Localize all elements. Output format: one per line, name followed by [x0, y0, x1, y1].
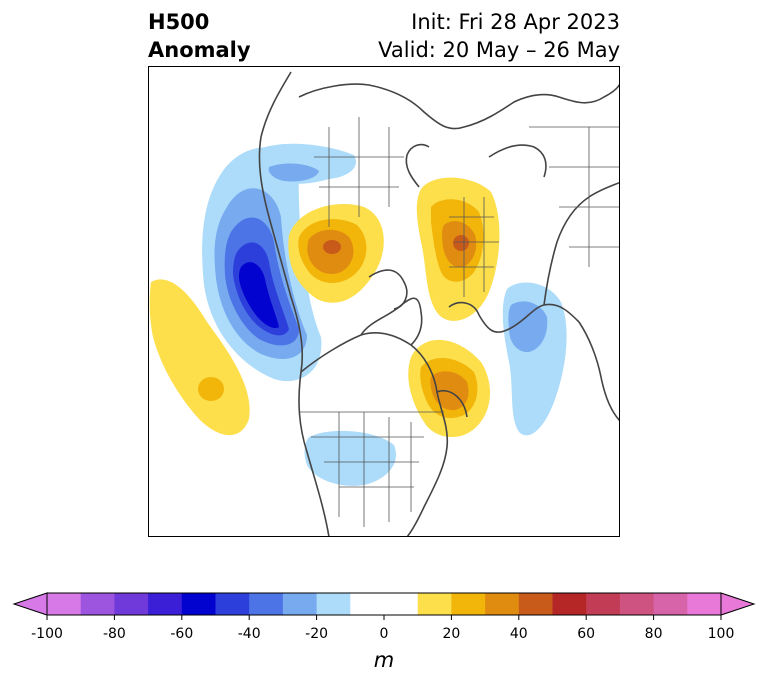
anomaly-us-negative — [304, 430, 396, 486]
anomaly-europe-negative — [502, 282, 567, 436]
anomaly-canada-north — [251, 143, 357, 184]
colorbar-tick-label: 60 — [577, 626, 596, 642]
colorbar-extend-low — [12, 592, 48, 616]
colorbar-tick-label: -80 — [102, 626, 126, 642]
variable-subtitle: Anomaly — [148, 38, 251, 62]
colorbar-cell — [451, 593, 486, 615]
colorbar-tick-label: -20 — [305, 626, 329, 642]
colorbar-cell — [148, 593, 183, 615]
colorbar-cell — [181, 593, 216, 615]
colorbar-cell — [586, 593, 621, 615]
anomaly-siberia-positive — [288, 204, 384, 303]
variable-title: H500 — [148, 10, 210, 34]
colorbar-tick-label: 40 — [509, 626, 528, 642]
colorbar-tick-label: -60 — [170, 626, 194, 642]
map-panel — [148, 66, 620, 537]
colorbar-tick-label: -40 — [237, 626, 261, 642]
colorbar-cell — [215, 593, 250, 615]
colorbar-cell — [249, 593, 284, 615]
colorbar-tick-label: -100 — [31, 626, 63, 642]
colorbar-cell — [687, 593, 722, 615]
anomaly-gulf-of-alaska — [202, 147, 322, 382]
colorbar-cells — [47, 593, 722, 615]
colorbar-cell — [47, 593, 82, 615]
colorbar-tick-marks — [46, 615, 722, 620]
anomaly-central-pacific-positive — [149, 279, 250, 436]
colorbar-cell — [350, 593, 419, 615]
colorbar-cell — [518, 593, 553, 615]
colorbar-cell — [114, 593, 149, 615]
colorbar-tick-label: 20 — [442, 626, 461, 642]
colorbar-cell — [552, 593, 587, 615]
colorbar-extend-high — [720, 592, 756, 616]
valid-date-range: Valid: 20 May – 26 May — [378, 38, 620, 62]
plot-title-left: H500 Anomaly — [148, 8, 251, 64]
coastlines — [258, 71, 619, 536]
colorbar-cell — [316, 593, 351, 615]
colorbar-tick-label: 80 — [644, 626, 663, 642]
colorbar-cell — [619, 593, 655, 615]
colorbar-unit-label: m — [373, 648, 395, 672]
init-date: Init: Fri 28 Apr 2023 — [411, 10, 620, 34]
political-borders — [299, 117, 619, 527]
colorbar-cell — [653, 593, 688, 615]
colorbar — [12, 592, 756, 620]
colorbar-tick-label: 0 — [379, 626, 389, 642]
anomaly-scandinavia-positive — [416, 177, 500, 321]
colorbar-cell — [417, 593, 452, 615]
colorbar-tick-label: 100 — [707, 626, 735, 642]
map-svg — [149, 71, 619, 536]
colorbar-cell — [485, 593, 520, 615]
colorbar-cell — [282, 593, 318, 615]
colorbar-cell — [80, 593, 115, 615]
colorbar-outline — [46, 592, 722, 616]
plot-title-right: Init: Fri 28 Apr 2023 Valid: 20 May – 26… — [378, 8, 620, 64]
